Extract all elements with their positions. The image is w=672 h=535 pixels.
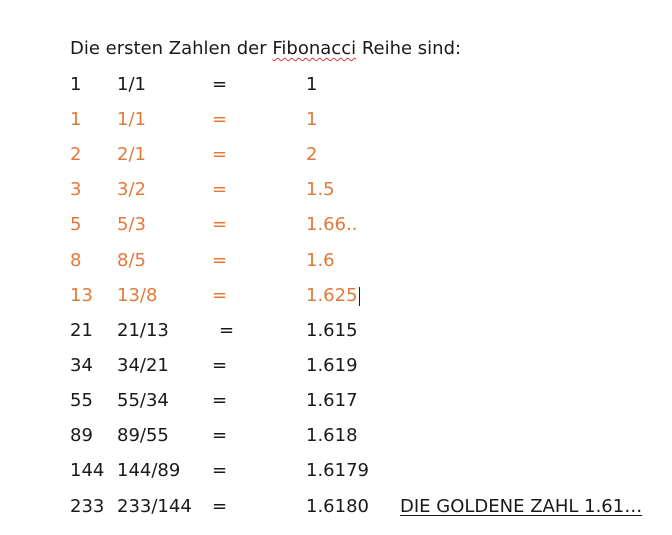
equals-sign: = [212,496,228,517]
ratio-value: 1.617 [306,390,358,411]
equals-sign: = [212,250,228,271]
fib-fraction: 13/8 [117,285,158,306]
fib-fraction: 5/3 [117,214,146,235]
fib-number: 5 [70,214,82,235]
fib-number: 55 [70,390,93,411]
equals-sign: = [212,109,228,130]
fib-fraction: 144/89 [117,460,181,481]
equals-sign: = [219,320,235,341]
equals-sign: = [212,460,228,481]
fib-number: 34 [70,355,93,376]
fib-fraction: 8/5 [117,250,146,271]
fib-fraction: 21/13 [117,320,169,341]
equals-sign: = [212,390,228,411]
fib-fraction: 55/34 [117,390,169,411]
ratio-value: 1 [306,109,318,130]
fib-number: 233 [70,496,105,517]
golden-ratio-note: DIE GOLDENE ZAHL 1.61… [400,496,643,517]
ratio-value: 1.618 [306,425,358,446]
equals-sign: = [212,179,228,200]
heading-text-before: Die ersten Zahlen der [70,38,273,59]
fib-fraction: 1/1 [117,74,146,95]
fib-fraction: 34/21 [117,355,169,376]
ratio-value: 1.625 [306,285,358,306]
equals-sign: = [212,144,228,165]
fib-number: 89 [70,425,93,446]
fib-fraction: 89/55 [117,425,169,446]
ratio-value: 1.6 [306,250,335,271]
fib-fraction: 1/1 [117,109,146,130]
fib-number: 8 [70,250,82,271]
fib-number: 3 [70,179,82,200]
ratio-value: 1.6179 [306,460,369,481]
equals-sign: = [212,285,228,306]
ratio-value: 1.66.. [306,214,358,235]
fib-number: 13 [70,285,93,306]
text-cursor [359,287,360,306]
fib-fraction: 233/144 [117,496,192,517]
misspelled-word[interactable]: Fibonacci [272,38,357,59]
ratio-value: 1.6180 [306,496,369,517]
ratio-value: 1 [306,74,318,95]
ratio-value: 2 [306,144,318,165]
equals-sign: = [212,355,228,376]
heading-text-after: Reihe sind: [356,38,462,59]
equals-sign: = [212,74,228,95]
equals-sign: = [212,214,228,235]
fib-number: 1 [70,74,82,95]
heading: Die ersten Zahlen der Fibonacci Reihe si… [70,38,461,60]
fib-number: 144 [70,460,105,481]
fib-number: 1 [70,109,82,130]
ratio-value: 1.615 [306,320,358,341]
fib-fraction: 3/2 [117,179,146,200]
ratio-value: 1.619 [306,355,358,376]
fib-number: 2 [70,144,82,165]
ratio-value: 1.5 [306,179,335,200]
fib-number: 21 [70,320,93,341]
equals-sign: = [212,425,228,446]
fib-fraction: 2/1 [117,144,146,165]
